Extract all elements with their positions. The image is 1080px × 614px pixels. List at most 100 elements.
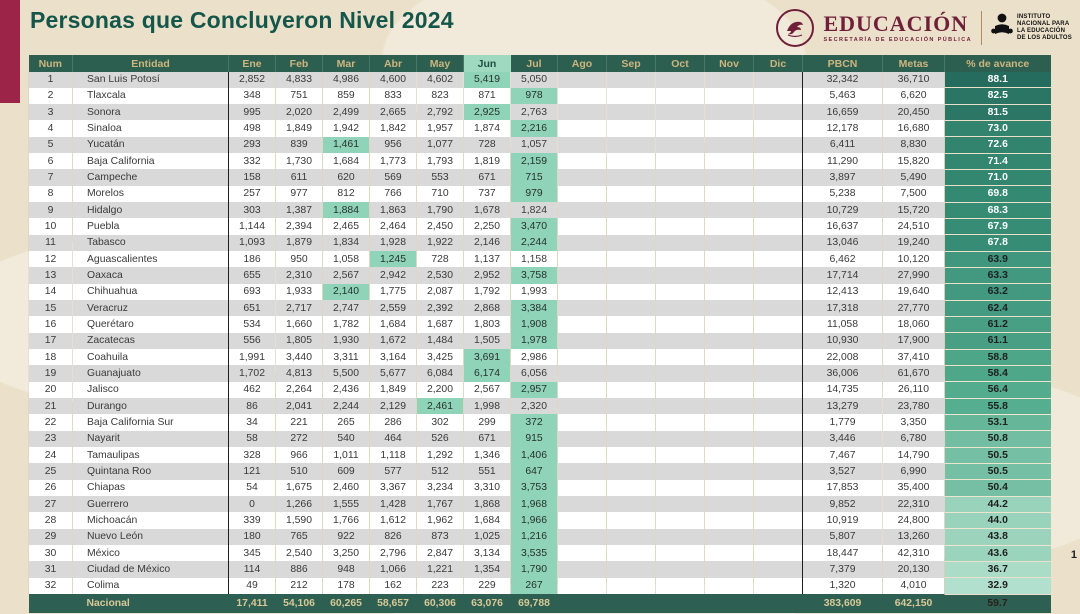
avance-value: 36.7 bbox=[944, 561, 1051, 579]
empty-month-cell bbox=[557, 202, 607, 219]
empty-month-cell bbox=[655, 283, 705, 301]
avance-value: 68.3 bbox=[944, 202, 1051, 219]
sep-eagle-seal-icon bbox=[776, 9, 815, 47]
empty-month-cell bbox=[655, 545, 705, 562]
entity-name: San Luis Potosí bbox=[72, 72, 229, 88]
month-value: 1,957 bbox=[416, 120, 464, 137]
empty-month-cell bbox=[655, 316, 705, 333]
avance-value: 56.4 bbox=[944, 381, 1051, 399]
empty-month-cell bbox=[704, 414, 754, 431]
metas-value: 18,060 bbox=[882, 316, 945, 333]
empty-month-cell bbox=[655, 447, 705, 464]
month-value: 6,056 bbox=[510, 365, 558, 382]
month-value: 1,868 bbox=[463, 496, 511, 513]
month-value: 2,499 bbox=[322, 104, 370, 121]
column-header-nov: Nov bbox=[704, 55, 754, 72]
month-value: 1,684 bbox=[369, 316, 417, 333]
month-value: 86 bbox=[228, 398, 276, 415]
avance-value: 55.8 bbox=[944, 398, 1051, 415]
month-value: 1,863 bbox=[369, 202, 417, 219]
empty-month-cell bbox=[753, 267, 803, 284]
month-value: 1,011 bbox=[322, 447, 370, 464]
entity-name: Zacatecas bbox=[72, 332, 229, 350]
month-value: 979 bbox=[510, 185, 558, 203]
metas-value: 19,240 bbox=[882, 234, 945, 252]
metas-value: 61,670 bbox=[882, 365, 945, 382]
metas-value: 24,800 bbox=[882, 512, 945, 529]
avance-value: 50.5 bbox=[944, 447, 1051, 464]
empty-month-cell bbox=[753, 120, 803, 137]
empty-month-cell bbox=[753, 381, 803, 399]
avance-value: 67.9 bbox=[944, 218, 1051, 236]
empty-month-cell bbox=[753, 283, 803, 301]
empty-month-cell bbox=[557, 381, 607, 399]
empty-month-cell bbox=[704, 169, 754, 186]
page-title: Personas que Concluyeron Nivel 2024 bbox=[30, 7, 454, 33]
pbcn-value: 7,467 bbox=[802, 447, 883, 464]
entity-name: Veracruz bbox=[72, 300, 229, 317]
national-total-row: Nacional 17,411 54,106 60,265 58,657 60,306 63… bbox=[28, 594, 1051, 614]
column-header--de-avance: % de avance bbox=[944, 55, 1051, 72]
month-value: 751 bbox=[275, 87, 323, 105]
row-num: 9 bbox=[28, 202, 73, 219]
empty-month-cell bbox=[753, 332, 803, 350]
month-value: 2,986 bbox=[510, 349, 558, 366]
empty-month-cell bbox=[557, 577, 607, 594]
empty-month-cell bbox=[753, 72, 803, 88]
empty-month-cell bbox=[606, 528, 656, 546]
column-header-metas: Metas bbox=[882, 55, 945, 72]
empty-month-cell bbox=[606, 120, 656, 137]
logo-divider bbox=[980, 11, 982, 45]
empty-month-cell bbox=[655, 512, 705, 529]
metas-value: 24,510 bbox=[882, 218, 945, 235]
month-value: 2,465 bbox=[322, 218, 370, 235]
empty-month-cell bbox=[557, 561, 607, 578]
month-value: 121 bbox=[228, 463, 276, 480]
month-value: 655 bbox=[228, 267, 276, 284]
month-value: 1,879 bbox=[275, 234, 323, 252]
empty-month-cell bbox=[704, 430, 754, 448]
table-row: 21 Durango 86 2,041 2,244 2,129 2,461 1,998 2,32… bbox=[28, 398, 1051, 415]
entity-name: Quintana Roo bbox=[72, 463, 229, 480]
month-value: 693 bbox=[228, 283, 276, 301]
empty-month-cell bbox=[753, 87, 803, 105]
month-value: 257 bbox=[228, 185, 276, 203]
month-value: 1,678 bbox=[463, 202, 511, 219]
avance-value: 58.4 bbox=[944, 365, 1051, 383]
educacion-subtitle: SECRETARÍA DE EDUCACIÓN PÚBLICA bbox=[823, 36, 972, 43]
empty-month-cell bbox=[753, 251, 803, 268]
avance-value: 67.8 bbox=[944, 234, 1051, 252]
month-value: 977 bbox=[275, 185, 323, 203]
month-value: 293 bbox=[228, 136, 276, 154]
entity-name: Ciudad de México bbox=[72, 561, 229, 578]
month-value: 526 bbox=[416, 430, 464, 448]
empty-month-cell bbox=[655, 234, 705, 252]
pbcn-value: 10,729 bbox=[802, 202, 883, 219]
empty-month-cell bbox=[606, 300, 656, 317]
month-value: 1,216 bbox=[510, 528, 558, 546]
month-value: 2,567 bbox=[322, 267, 370, 284]
empty-month-cell bbox=[557, 267, 607, 284]
month-value: 1,993 bbox=[510, 283, 558, 301]
avance-value: 81.5 bbox=[944, 104, 1051, 121]
entity-name: México bbox=[72, 545, 229, 562]
avance-value: 71.4 bbox=[944, 153, 1051, 170]
empty-month-cell bbox=[704, 202, 754, 219]
month-value: 267 bbox=[510, 577, 558, 594]
month-value: 3,164 bbox=[369, 349, 417, 366]
month-value: 1,767 bbox=[416, 496, 464, 513]
metas-value: 36,710 bbox=[882, 72, 945, 88]
month-value: 1,245 bbox=[369, 251, 417, 268]
total-month-value: 58,657 bbox=[369, 594, 417, 613]
month-value: 647 bbox=[510, 463, 558, 480]
total-empty-month-cell bbox=[557, 594, 607, 613]
column-header-ago: Ago bbox=[557, 55, 607, 72]
entity-name: Oaxaca bbox=[72, 267, 229, 284]
month-value: 966 bbox=[275, 447, 323, 464]
total-metas-value: 642,150 bbox=[882, 594, 945, 613]
empty-month-cell bbox=[704, 104, 754, 121]
month-value: 3,425 bbox=[416, 349, 464, 366]
empty-month-cell bbox=[655, 561, 705, 578]
month-value: 1,057 bbox=[510, 136, 558, 154]
row-num: 14 bbox=[28, 283, 73, 301]
